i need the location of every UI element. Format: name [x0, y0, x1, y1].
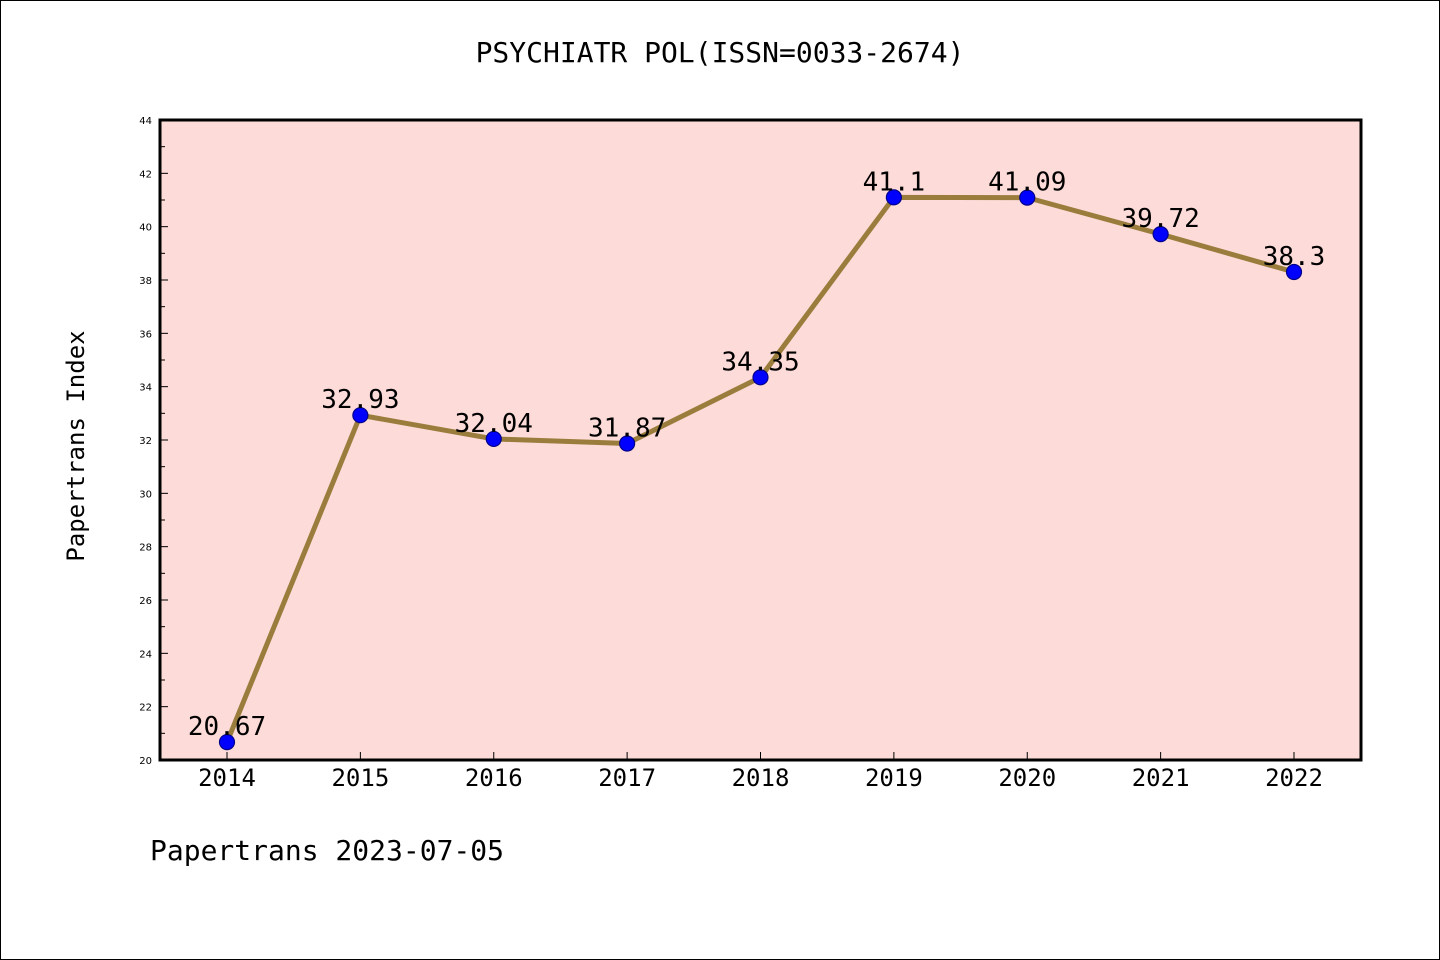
- y-tick-label: 34: [139, 383, 152, 394]
- data-point: [752, 369, 769, 386]
- x-tick-label: 2020: [998, 764, 1056, 792]
- data-point: [1152, 226, 1169, 243]
- data-label: 38.3: [1263, 242, 1326, 272]
- data-point: [885, 189, 902, 206]
- data-label: 31.87: [588, 413, 666, 443]
- y-tick-label: 42: [139, 169, 152, 180]
- y-tick-label: 38: [139, 276, 152, 287]
- x-tick-label: 2017: [598, 764, 656, 792]
- plot-border: [158, 118, 1363, 762]
- data-label: 20.67: [188, 712, 266, 742]
- x-tick-label: 2015: [331, 764, 389, 792]
- y-tick-label: 30: [139, 489, 152, 500]
- x-axis: 2014 2015 2016 2017 2018 2019 2020 2021 2022: [198, 752, 1323, 792]
- y-tick-label: 32: [139, 436, 152, 447]
- footer-text: Papertrans 2023-07-05: [150, 834, 505, 867]
- x-tick-label: 2021: [1132, 764, 1190, 792]
- data-point: [1019, 189, 1036, 206]
- data-label: 32.93: [321, 385, 399, 415]
- y-tick-label: 20: [139, 756, 152, 767]
- x-tick-label: 2014: [198, 764, 256, 792]
- y-tick-label: 40: [139, 223, 152, 234]
- data-label: 34.35: [721, 347, 799, 377]
- data-point: [352, 407, 369, 424]
- x-tick-label: 2022: [1265, 764, 1323, 792]
- y-tick-label: 22: [139, 703, 152, 714]
- data-label: 41.09: [988, 168, 1066, 198]
- data-label: 39.72: [1121, 204, 1199, 234]
- y-tick-label: 36: [139, 329, 152, 340]
- data-point: [1285, 263, 1303, 281]
- y-tick-label: 28: [139, 543, 152, 554]
- data-point: [619, 435, 636, 452]
- data-point: [218, 734, 236, 751]
- data-label: 32.04: [455, 409, 533, 439]
- x-tick-label: 2018: [732, 764, 790, 792]
- series-layer: 20.67 32.93 32.04 31.87 34.35 41.1 41.09 39.72 3…: [188, 167, 1326, 751]
- x-tick-label: 2019: [865, 764, 923, 792]
- data-label: 41.1: [863, 167, 926, 197]
- y-tick-label: 44: [139, 116, 152, 127]
- x-tick-label: 2016: [465, 764, 523, 792]
- y-tick-label: 26: [139, 596, 152, 607]
- data-point: [485, 430, 502, 448]
- chart-title: PSYCHIATR POL(ISSN=0033-2674): [475, 36, 965, 69]
- y-tick-label: 24: [139, 649, 152, 660]
